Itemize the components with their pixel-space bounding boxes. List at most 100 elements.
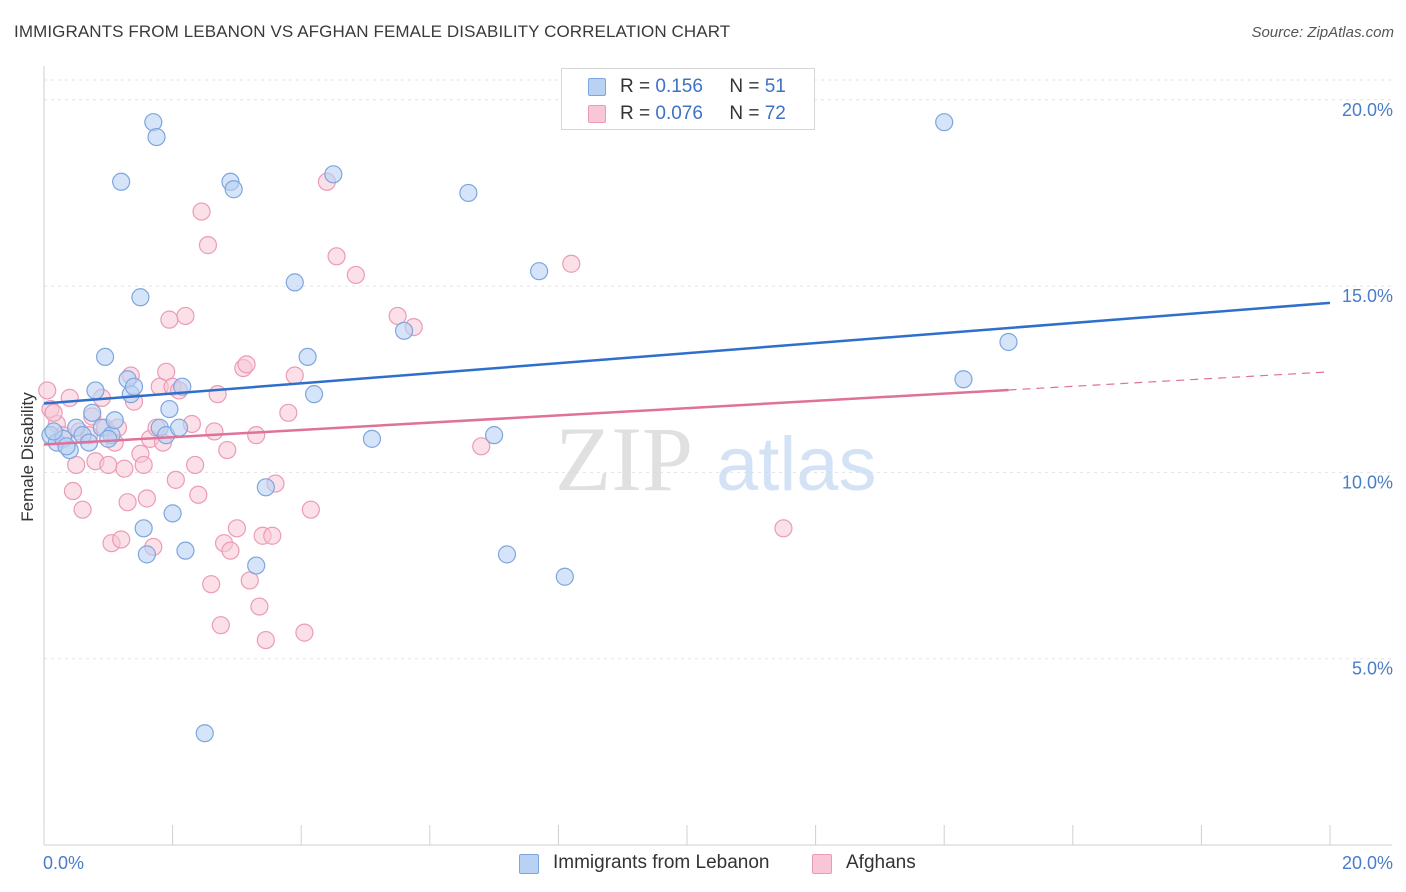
afghans-point	[301, 500, 320, 519]
lebanon-point	[112, 172, 131, 191]
lebanon-point	[497, 545, 517, 564]
lebanon-point	[324, 165, 343, 184]
afghans-point	[774, 519, 793, 538]
watermark: ZIP atlas	[555, 408, 877, 510]
lebanon-point	[555, 567, 574, 586]
afghans-point	[198, 236, 218, 255]
legend-r-value: 0.076	[655, 103, 703, 124]
legend-swatch-blue	[588, 78, 606, 96]
afghans-point	[73, 500, 92, 519]
afghans-point	[327, 247, 346, 266]
legend-r-label: R =	[620, 76, 651, 97]
lebanon-point	[105, 411, 124, 430]
lebanon-point	[169, 418, 189, 437]
lebanon-point	[935, 113, 954, 132]
lebanon-point	[134, 519, 153, 538]
lebanon-point	[57, 437, 76, 456]
lebanon-point	[298, 347, 317, 366]
x-tick-label: 20.0%	[1342, 853, 1393, 873]
lebanon-point	[86, 381, 105, 400]
legend-swatch-pink	[812, 854, 832, 874]
lebanon-point	[256, 478, 275, 497]
lebanon-point	[485, 426, 504, 445]
afghans-point	[211, 616, 230, 635]
lebanon-point	[224, 180, 243, 199]
watermark-atlas: atlas	[716, 422, 877, 507]
lebanon-trend-line	[43, 301, 1331, 405]
afghans-point	[472, 437, 491, 456]
afghans-point	[202, 575, 221, 594]
lebanon-point	[954, 370, 973, 389]
lebanon-point	[530, 262, 549, 281]
afghans-point	[99, 455, 118, 475]
afghans-point	[189, 485, 208, 504]
afghans-point	[137, 489, 156, 508]
afghans-point	[250, 597, 269, 616]
lebanon-point	[137, 545, 156, 564]
y-tick-label: 10.0%	[1342, 472, 1393, 492]
afghans-point	[38, 381, 57, 400]
lebanon-point	[285, 273, 304, 292]
afghans-point	[112, 530, 131, 549]
afghans-point	[176, 306, 195, 326]
lebanon-point	[362, 429, 382, 448]
afghans-point	[285, 366, 304, 385]
series-legend: Immigrants from Lebanon Afghans	[0, 851, 1406, 877]
y-tick-label: 5.0%	[1352, 659, 1393, 679]
afghans-point	[166, 470, 185, 489]
lebanon-point	[173, 377, 192, 396]
afghans-point	[218, 440, 237, 460]
afghans-point	[60, 388, 79, 407]
lebanon-point	[95, 347, 115, 366]
lebanon-point	[44, 422, 63, 441]
afghans-point	[205, 422, 224, 441]
afghans-point	[192, 202, 211, 221]
lebanon-point	[131, 288, 150, 307]
lebanon-point	[459, 183, 478, 203]
lebanon-point	[195, 724, 214, 743]
stats-legend: R = 0.156 N = 51 R = 0.076 N = 72	[561, 68, 815, 130]
afghans-point	[63, 481, 83, 501]
lebanon-point	[99, 429, 118, 448]
lebanon-point	[144, 113, 163, 132]
legend-r-value: 0.156	[655, 76, 703, 97]
afghans-point	[562, 254, 581, 273]
lebanon-point	[160, 399, 179, 419]
legend-n-value: 72	[764, 103, 786, 124]
lebanon-point	[176, 541, 195, 560]
afghans-point	[44, 403, 63, 422]
lebanon-point	[394, 321, 414, 340]
afghans-point	[279, 403, 298, 422]
afghans-point	[227, 519, 246, 538]
lebanon-point	[304, 385, 324, 404]
lebanon-point	[83, 403, 102, 422]
afghans-point	[247, 426, 266, 445]
legend-n-value: 51	[764, 76, 786, 97]
legend-r-label: R =	[620, 103, 651, 124]
afghans-point	[263, 526, 282, 545]
afghans-point	[221, 541, 240, 560]
trend-lines	[43, 301, 1331, 446]
source-label: Source: ZipAtlas.com	[1251, 24, 1394, 41]
lebanon-point	[247, 556, 266, 575]
afghans-point	[346, 265, 365, 285]
lebanon-point	[163, 504, 182, 523]
afghans-point	[237, 355, 256, 374]
watermark-zip: ZIP	[555, 408, 693, 510]
tick-labels: 5.0% 10.0% 15.0% 20.0% 0.0% 20.0%	[43, 100, 1393, 873]
afghans-point	[160, 310, 179, 329]
afghans-point	[134, 455, 153, 475]
lebanon-point	[999, 332, 1018, 352]
legend-n-label: N =	[729, 103, 760, 124]
afghans-point	[186, 455, 205, 475]
x-tick-label: 0.0%	[43, 853, 84, 873]
legend-label-lebanon: Immigrants from Lebanon	[553, 852, 770, 873]
afghans-point	[295, 623, 314, 642]
lebanon-point	[124, 377, 144, 396]
afghans-point	[115, 459, 134, 478]
afghans-point	[118, 493, 137, 512]
legend-swatch-blue	[519, 854, 539, 874]
afghans-trend-extension	[1008, 371, 1331, 391]
legend-label-afghans: Afghans	[846, 852, 916, 873]
